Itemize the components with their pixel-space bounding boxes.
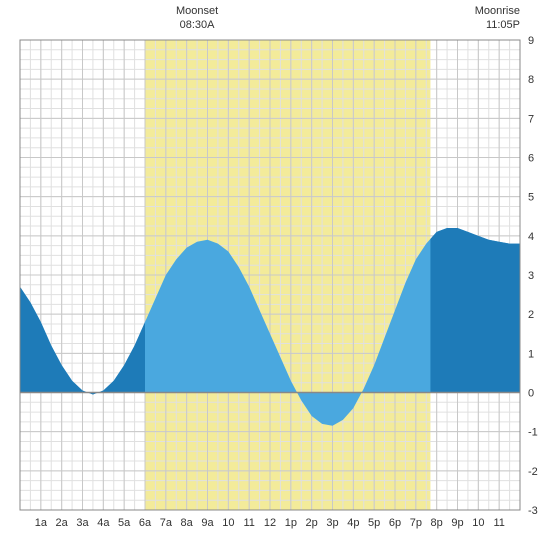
- x-tick-label: 5a: [118, 517, 131, 529]
- x-tick-label: 10: [222, 517, 234, 529]
- x-tick-label: 9p: [451, 517, 463, 529]
- x-tick-label: 3p: [326, 517, 338, 529]
- x-tick-label: 4p: [347, 517, 359, 529]
- y-tick-label: -3: [528, 505, 538, 517]
- y-tick-label: 9: [528, 35, 534, 47]
- y-tick-label: 8: [528, 74, 534, 86]
- x-tick-label: 9a: [201, 517, 214, 529]
- x-tick-label: 4a: [97, 517, 110, 529]
- moonset-time: 08:30A: [180, 19, 216, 31]
- y-tick-label: 7: [528, 113, 534, 125]
- tide-chart: -3-2-101234567891a2a3a4a5a6a7a8a9a101112…: [0, 0, 550, 550]
- x-tick-label: 5p: [368, 517, 380, 529]
- x-tick-label: 7a: [160, 517, 173, 529]
- y-tick-label: 1: [528, 348, 534, 360]
- x-tick-label: 12: [264, 517, 276, 529]
- y-tick-label: -2: [528, 466, 538, 478]
- x-tick-label: 6p: [389, 517, 401, 529]
- y-tick-label: 5: [528, 192, 534, 204]
- y-tick-label: 0: [528, 388, 534, 400]
- x-tick-label: 8p: [431, 517, 443, 529]
- moonset-title: Moonset: [176, 5, 218, 17]
- moonrise-title: Moonrise: [475, 5, 520, 17]
- x-tick-label: 11: [493, 517, 504, 529]
- x-tick-label: 10: [472, 517, 484, 529]
- y-tick-label: 2: [528, 309, 534, 321]
- y-tick-label: -1: [528, 427, 538, 439]
- moonrise-time: 11:05P: [486, 19, 520, 31]
- y-tick-label: 6: [528, 153, 534, 165]
- y-tick-label: 3: [528, 270, 534, 282]
- x-tick-label: 2p: [306, 517, 318, 529]
- x-tick-label: 7p: [410, 517, 422, 529]
- y-tick-label: 4: [528, 231, 534, 243]
- x-tick-label: 3a: [76, 517, 89, 529]
- x-tick-label: 11: [243, 517, 254, 529]
- x-tick-label: 8a: [181, 517, 194, 529]
- chart-svg: -3-2-101234567891a2a3a4a5a6a7a8a9a101112…: [0, 0, 550, 550]
- x-tick-label: 1p: [285, 517, 297, 529]
- x-tick-label: 2a: [56, 517, 69, 529]
- x-tick-label: 1a: [35, 517, 48, 529]
- x-tick-label: 6a: [139, 517, 152, 529]
